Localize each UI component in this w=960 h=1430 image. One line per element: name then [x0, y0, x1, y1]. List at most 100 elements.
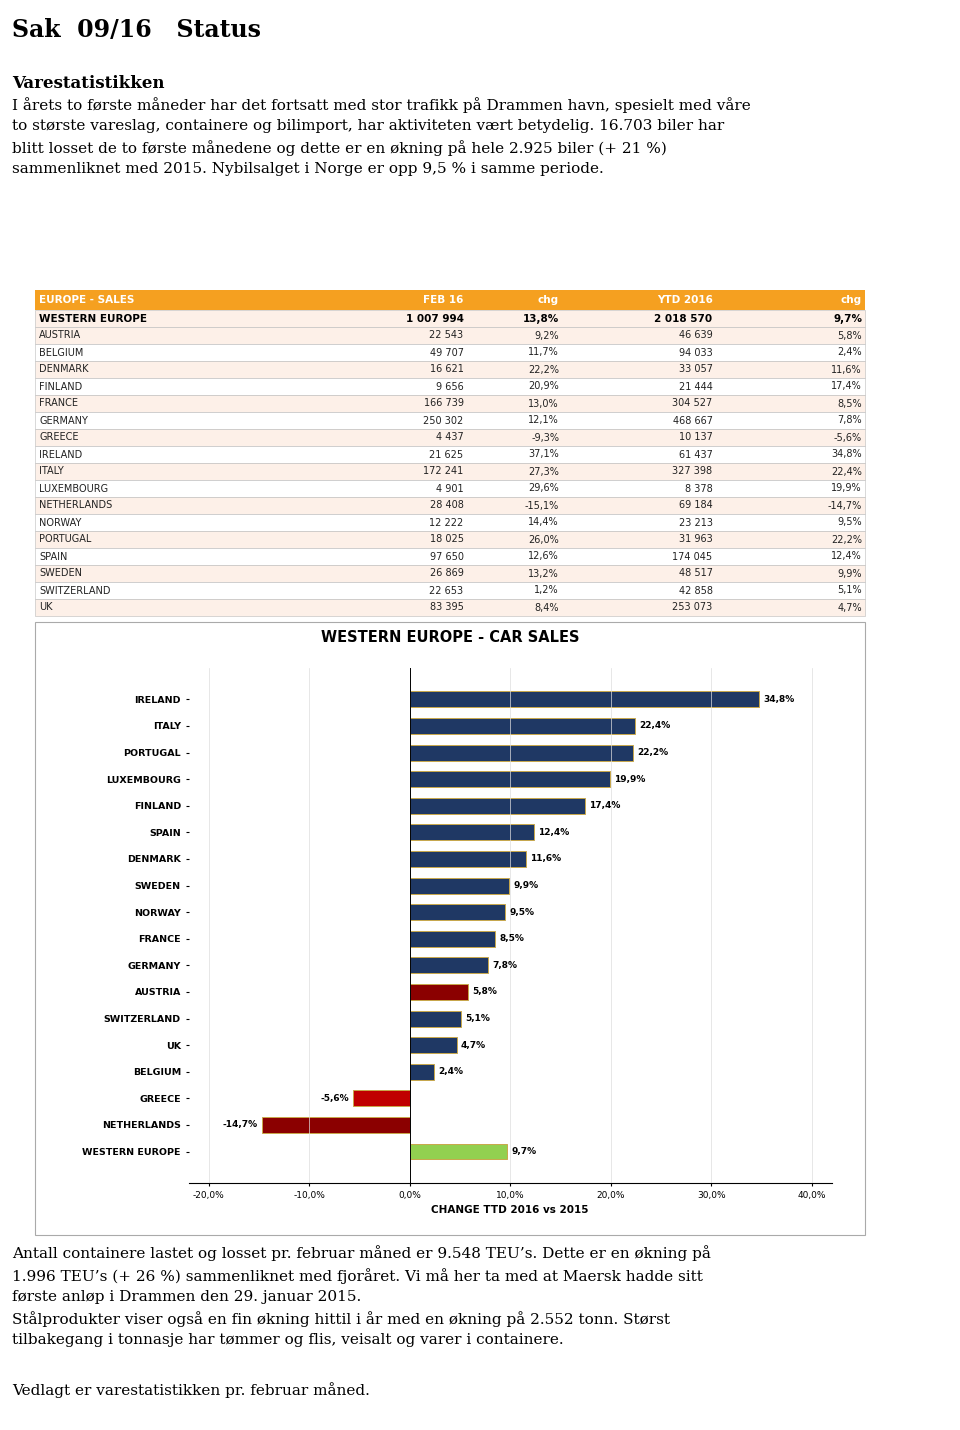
Text: 13,0%: 13,0%	[528, 399, 559, 409]
Text: 9,9%: 9,9%	[837, 569, 862, 579]
Bar	[262, 1117, 410, 1133]
Bar	[410, 1064, 434, 1080]
Text: Sak  09/16   Status: Sak 09/16 Status	[12, 19, 261, 41]
Text: EUROPE - SALES: EUROPE - SALES	[39, 295, 134, 305]
Bar	[410, 771, 610, 787]
Text: 12 222: 12 222	[429, 518, 464, 528]
Text: 7,8%: 7,8%	[492, 961, 517, 970]
Text: FRANCE: FRANCE	[39, 399, 78, 409]
Text: 4,7%: 4,7%	[837, 602, 862, 612]
Text: YTD 2016: YTD 2016	[657, 295, 712, 305]
Text: UK: UK	[39, 602, 53, 612]
Text: 12,1%: 12,1%	[528, 416, 559, 426]
Text: NORWAY: NORWAY	[39, 518, 82, 528]
Text: 2,4%: 2,4%	[438, 1067, 463, 1077]
Bar	[410, 798, 585, 814]
Bar	[35, 548, 865, 565]
Text: 304 527: 304 527	[672, 399, 712, 409]
Bar	[410, 1144, 507, 1160]
Text: 1,2%: 1,2%	[535, 585, 559, 595]
Text: 4 901: 4 901	[436, 483, 464, 493]
Bar	[35, 480, 865, 498]
Text: 10 137: 10 137	[679, 432, 712, 442]
Bar	[35, 360, 865, 378]
Text: 11,6%: 11,6%	[831, 365, 862, 375]
Bar	[410, 691, 759, 708]
Text: 22 653: 22 653	[429, 585, 464, 595]
Text: 49 707: 49 707	[430, 347, 464, 358]
Text: 174 045: 174 045	[672, 552, 712, 562]
Text: -9,3%: -9,3%	[531, 432, 559, 442]
Text: 16 621: 16 621	[430, 365, 464, 375]
Text: 23 213: 23 213	[679, 518, 712, 528]
Text: 250 302: 250 302	[423, 416, 464, 426]
Text: AUSTRIA: AUSTRIA	[39, 330, 82, 340]
Text: 31 963: 31 963	[679, 535, 712, 545]
Text: 11,7%: 11,7%	[528, 347, 559, 358]
Text: 14,4%: 14,4%	[528, 518, 559, 528]
Bar	[35, 513, 865, 531]
Bar	[410, 745, 633, 761]
Text: 2 018 570: 2 018 570	[655, 313, 712, 323]
Text: 13,2%: 13,2%	[528, 569, 559, 579]
Text: -14,7%: -14,7%	[828, 500, 862, 511]
Text: 61 437: 61 437	[679, 449, 712, 459]
Text: WESTERN EUROPE - CAR SALES: WESTERN EUROPE - CAR SALES	[321, 631, 579, 645]
Text: GERMANY: GERMANY	[39, 416, 88, 426]
Text: 8,5%: 8,5%	[837, 399, 862, 409]
Text: 26 869: 26 869	[430, 569, 464, 579]
Text: 8,5%: 8,5%	[499, 934, 524, 944]
Bar	[410, 851, 526, 867]
Text: NETHERLANDS: NETHERLANDS	[39, 500, 112, 511]
Text: -14,7%: -14,7%	[223, 1121, 258, 1130]
Text: Varestatistikken: Varestatistikken	[12, 74, 164, 92]
X-axis label: CHANGE TTD 2016 vs 2015: CHANGE TTD 2016 vs 2015	[431, 1205, 588, 1216]
Text: 46 639: 46 639	[679, 330, 712, 340]
Text: 9,7%: 9,7%	[511, 1147, 537, 1155]
Bar	[35, 565, 865, 582]
Text: 42 858: 42 858	[679, 585, 712, 595]
Bar	[35, 345, 865, 360]
Text: 22,2%: 22,2%	[636, 748, 668, 756]
Text: GREECE: GREECE	[39, 432, 79, 442]
Text: ITALY: ITALY	[39, 466, 63, 476]
Text: 9,5%: 9,5%	[509, 908, 534, 917]
Bar	[35, 412, 865, 429]
Text: 34,8%: 34,8%	[763, 695, 795, 704]
Text: 9,2%: 9,2%	[535, 330, 559, 340]
Text: 97 650: 97 650	[430, 552, 464, 562]
Bar	[410, 984, 468, 1000]
Text: 83 395: 83 395	[430, 602, 464, 612]
Text: 468 667: 468 667	[673, 416, 712, 426]
Bar	[35, 310, 865, 327]
Text: 22,4%: 22,4%	[831, 466, 862, 476]
Text: 9,5%: 9,5%	[837, 518, 862, 528]
Text: -5,6%: -5,6%	[321, 1094, 349, 1103]
Text: 253 073: 253 073	[672, 602, 712, 612]
Text: 8,4%: 8,4%	[535, 602, 559, 612]
Text: 22,2%: 22,2%	[831, 535, 862, 545]
Text: 5,8%: 5,8%	[472, 988, 497, 997]
Text: LUXEMBOURG: LUXEMBOURG	[39, 483, 108, 493]
Text: 172 241: 172 241	[423, 466, 464, 476]
Text: FINLAND: FINLAND	[39, 382, 83, 392]
Bar	[35, 622, 865, 1236]
Text: IRELAND: IRELAND	[39, 449, 83, 459]
Text: 22,4%: 22,4%	[638, 722, 670, 731]
Bar	[410, 1011, 461, 1027]
Text: Antall containere lastet og losset pr. februar måned er 9.548 TEU’s. Dette er en: Antall containere lastet og losset pr. f…	[12, 1246, 710, 1347]
Text: FEB 16: FEB 16	[423, 295, 464, 305]
Bar	[35, 446, 865, 463]
Text: 12,6%: 12,6%	[528, 552, 559, 562]
Bar	[35, 582, 865, 599]
Text: 19,9%: 19,9%	[613, 775, 645, 784]
Text: Vedlagt er varestatistikken pr. februar måned.: Vedlagt er varestatistikken pr. februar …	[12, 1381, 370, 1399]
Bar	[410, 904, 505, 919]
Text: 37,1%: 37,1%	[528, 449, 559, 459]
Text: DENMARK: DENMARK	[39, 365, 88, 375]
Bar	[410, 824, 535, 841]
Text: 5,1%: 5,1%	[465, 1014, 490, 1022]
Text: 33 057: 33 057	[679, 365, 712, 375]
Bar	[35, 498, 865, 513]
Text: WESTERN EUROPE: WESTERN EUROPE	[39, 313, 147, 323]
